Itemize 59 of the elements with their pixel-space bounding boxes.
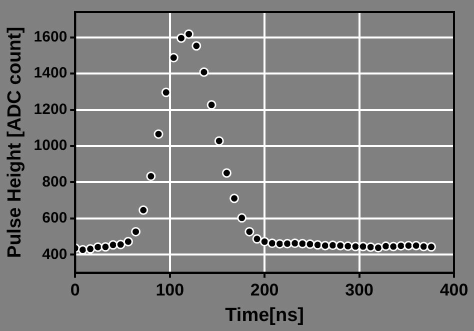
x-tick-label: 100: [156, 280, 184, 300]
point: [176, 33, 186, 43]
point: [161, 88, 171, 98]
y-tick-label: 800: [42, 173, 68, 190]
y-tick-label: 1400: [34, 64, 68, 82]
y-tick-label: 1200: [34, 100, 68, 118]
point: [426, 242, 436, 252]
x-axis-title: Time[ns]: [225, 304, 304, 326]
point: [312, 240, 322, 250]
point: [290, 238, 300, 248]
point: [328, 240, 338, 250]
point: [93, 242, 103, 252]
y-axis-title: Pulse Height [ADC count]: [4, 26, 26, 258]
point: [320, 240, 330, 250]
point: [388, 242, 398, 252]
point: [206, 100, 216, 110]
y-tick-label: 400: [42, 246, 68, 263]
point: [404, 240, 414, 250]
point: [411, 240, 421, 250]
point: [214, 136, 224, 146]
point: [418, 242, 428, 252]
point: [108, 240, 118, 250]
point: [282, 238, 292, 248]
point: [168, 52, 178, 62]
point: [267, 238, 277, 248]
point: [244, 226, 254, 236]
point: [131, 226, 141, 236]
point: [336, 240, 346, 250]
point: [396, 241, 406, 251]
y-tick-label: 1600: [34, 28, 68, 46]
y-tick-label: 1000: [34, 137, 68, 154]
point: [373, 243, 383, 253]
point: [260, 236, 270, 246]
x-tick-label: 400: [440, 280, 468, 300]
point: [123, 236, 133, 246]
point: [192, 41, 202, 51]
point: [100, 242, 110, 252]
point: [237, 213, 247, 223]
point: [199, 67, 209, 77]
point: [298, 238, 308, 248]
point: [381, 241, 391, 251]
x-tick-label: 0: [70, 280, 80, 300]
point: [78, 245, 88, 255]
point: [184, 29, 194, 39]
x-tick-label: 300: [345, 280, 374, 300]
point: [222, 168, 232, 178]
point: [274, 239, 284, 249]
point: [305, 239, 315, 249]
point: [138, 205, 148, 215]
point: [343, 241, 353, 251]
x-tick-label: 200: [250, 280, 279, 300]
point: [252, 234, 262, 244]
point: [230, 194, 240, 204]
point: [116, 240, 126, 250]
point: [366, 242, 376, 252]
point: [146, 172, 156, 182]
y-tick-label: 600: [42, 210, 68, 227]
point: [154, 129, 164, 139]
point: [86, 244, 96, 254]
